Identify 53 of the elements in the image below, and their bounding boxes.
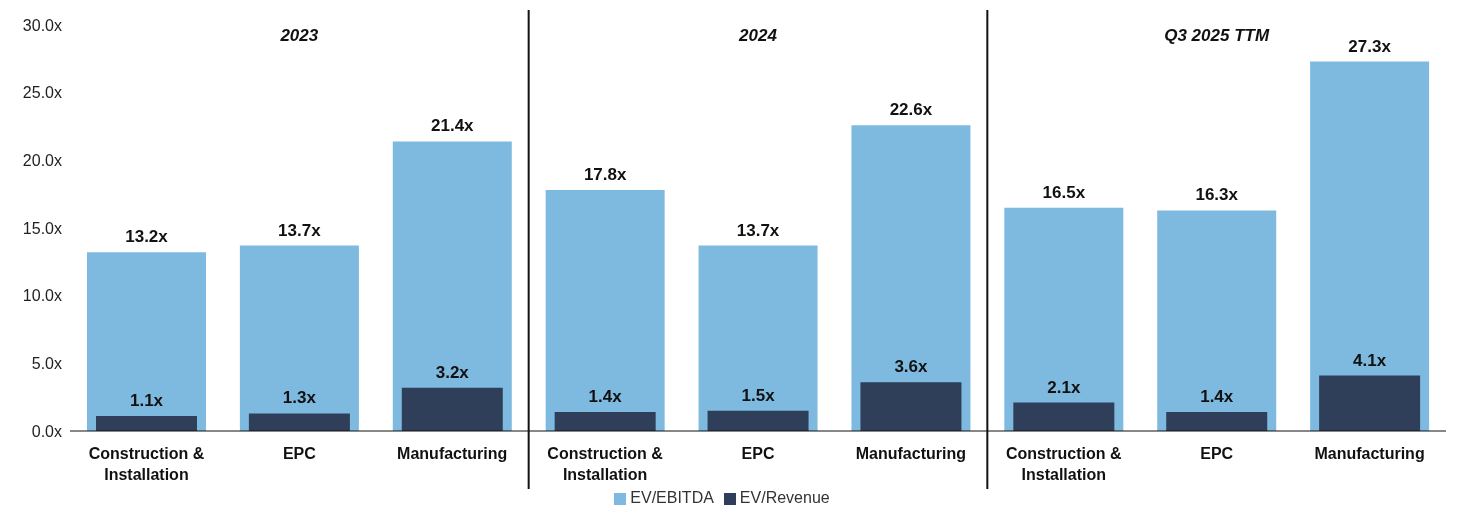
bar [401, 387, 503, 431]
bar [698, 245, 818, 431]
bar [1157, 210, 1277, 431]
bar [248, 413, 350, 431]
bar [707, 410, 809, 431]
bar [1013, 402, 1115, 431]
x-tick-label: Manufacturing [397, 445, 508, 463]
annotation: 2023 [279, 26, 319, 45]
y-tick-label: 25.0x [22, 84, 62, 102]
data-label: 13.7x [278, 220, 322, 240]
bar [545, 190, 665, 431]
data-label: 3.6x [894, 357, 929, 377]
x-tick-label: Construction & Installation [88, 445, 205, 484]
data-label: 13.2x [125, 227, 169, 247]
x-tick-label: Manufacturing [855, 445, 966, 463]
data-label: 1.4x [1200, 387, 1234, 407]
y-tick-label: 15.0x [22, 219, 62, 237]
bar [1319, 375, 1421, 431]
data-label: 1.5x [741, 385, 776, 405]
data-label: 2.1x [1047, 377, 1081, 397]
x-tick-label: EPC [282, 445, 317, 463]
data-label: 3.2x [435, 362, 470, 382]
x-tick-label: Construction & Installation [1006, 445, 1122, 484]
y-tick-label: 30.0x [22, 16, 62, 34]
data-label: 22.6x [889, 100, 933, 120]
data-label: 27.3x [1348, 36, 1392, 56]
data-label: 16.3x [1195, 185, 1239, 205]
bar [554, 412, 656, 431]
bar [860, 382, 962, 431]
annotation: Q3 2025 TTM [1164, 26, 1270, 45]
data-label: 16.5x [1042, 182, 1086, 202]
y-tick-label: 10.0x [22, 287, 62, 305]
x-tick-label: Manufacturing [1314, 445, 1425, 463]
y-tick-label: 5.0x [31, 355, 62, 373]
legend-label: EV/EBITDA [630, 489, 714, 506]
bar [1166, 412, 1268, 431]
bar [87, 252, 206, 431]
y-tick-label: 20.0x [22, 152, 62, 170]
x-tick-label: EPC [1200, 445, 1234, 463]
data-label: 4.1x [1353, 350, 1387, 370]
annotation: 2024 [738, 26, 778, 45]
bar [96, 416, 197, 431]
data-label: 21.4x [431, 116, 475, 136]
data-label: 1.4x [588, 387, 623, 407]
data-label: 1.1x [129, 391, 164, 411]
y-tick-label: 0.0x [31, 422, 62, 440]
bar [239, 245, 359, 431]
data-label: 1.3x [282, 388, 317, 408]
x-tick-label: Construction & Installation [547, 445, 664, 484]
legend-label: EV/Revenue [739, 489, 830, 506]
data-label: 17.8x [583, 165, 627, 185]
data-label: 13.7x [736, 220, 780, 240]
x-tick-label: EPC [741, 445, 775, 463]
